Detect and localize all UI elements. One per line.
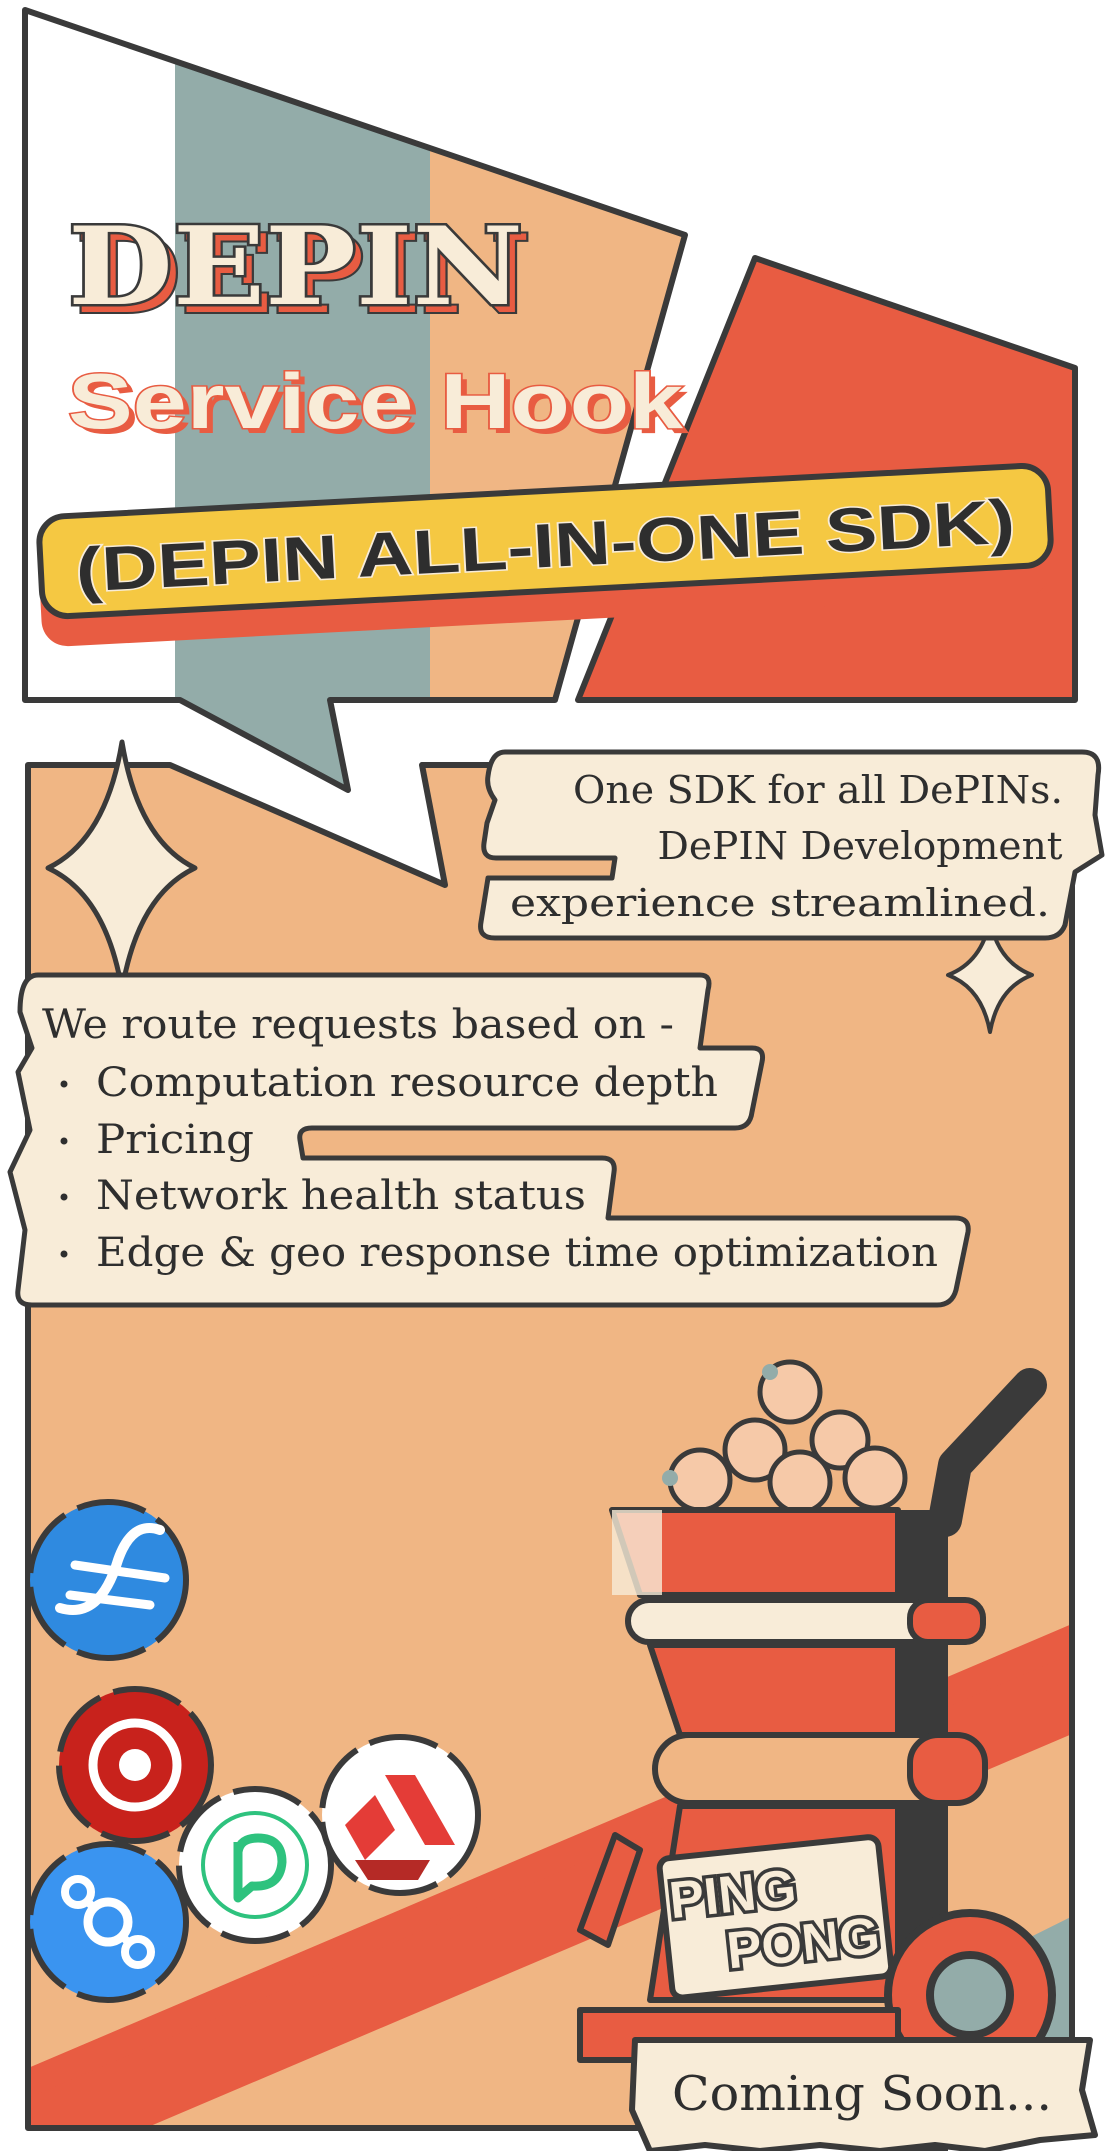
headline-service-shadow: Service Hook	[74, 362, 690, 450]
coming-soon-tag: Coming Soon...	[629, 2037, 1098, 2151]
tagline-line-1: One SDK for all DePINs.	[573, 768, 1063, 812]
headline-service-hook: Service Hook	[68, 357, 684, 445]
headline: DEPIN DEPIN Service Hook Service Hook	[66, 202, 690, 451]
partner-logos	[27, 1499, 481, 2003]
ping-pong-label: PING PONG	[656, 1834, 895, 2001]
headline-depin: DEPIN	[68, 204, 523, 330]
tagline-line-2: DePIN Development	[658, 824, 1063, 868]
coming-soon-text: Coming Soon...	[672, 2066, 1052, 2122]
bullet-dot	[60, 1250, 68, 1258]
tagline-bubble: One SDK for all DePINs. DePIN Developmen…	[478, 749, 1105, 941]
routing-bullet-4: Edge & geo response time optimization	[96, 1230, 938, 1276]
routing-bullet-3: Network health status	[96, 1173, 586, 1219]
filecoin-icon	[27, 1499, 189, 1661]
bullet-dot	[60, 1137, 68, 1145]
helium-icon	[27, 1841, 189, 2003]
pong-text: PONG	[724, 1907, 882, 1981]
sparkle-small-icon	[946, 918, 1034, 1034]
headline-shadow: DEPIN	[76, 212, 531, 338]
bullet-dot	[60, 1080, 68, 1088]
livepeer-icon	[176, 1786, 334, 1944]
tagline-line-3: experience streamlined.	[510, 881, 1050, 925]
routing-bubble: We route requests based on - Computation…	[7, 972, 971, 1308]
routing-bullet-1: Computation resource depth	[96, 1060, 718, 1106]
routing-bullet-2: Pricing	[96, 1117, 254, 1163]
akash-icon	[319, 1734, 481, 1896]
mascot-cart: PING PONG	[577, 1359, 1056, 2151]
routing-intro: We route requests based on -	[42, 1002, 674, 1048]
render-icon	[56, 1686, 214, 1844]
bullet-dot	[60, 1193, 68, 1201]
sdk-banner: (DEPIN ALL-IN-ONE SDK)	[36, 463, 1054, 647]
